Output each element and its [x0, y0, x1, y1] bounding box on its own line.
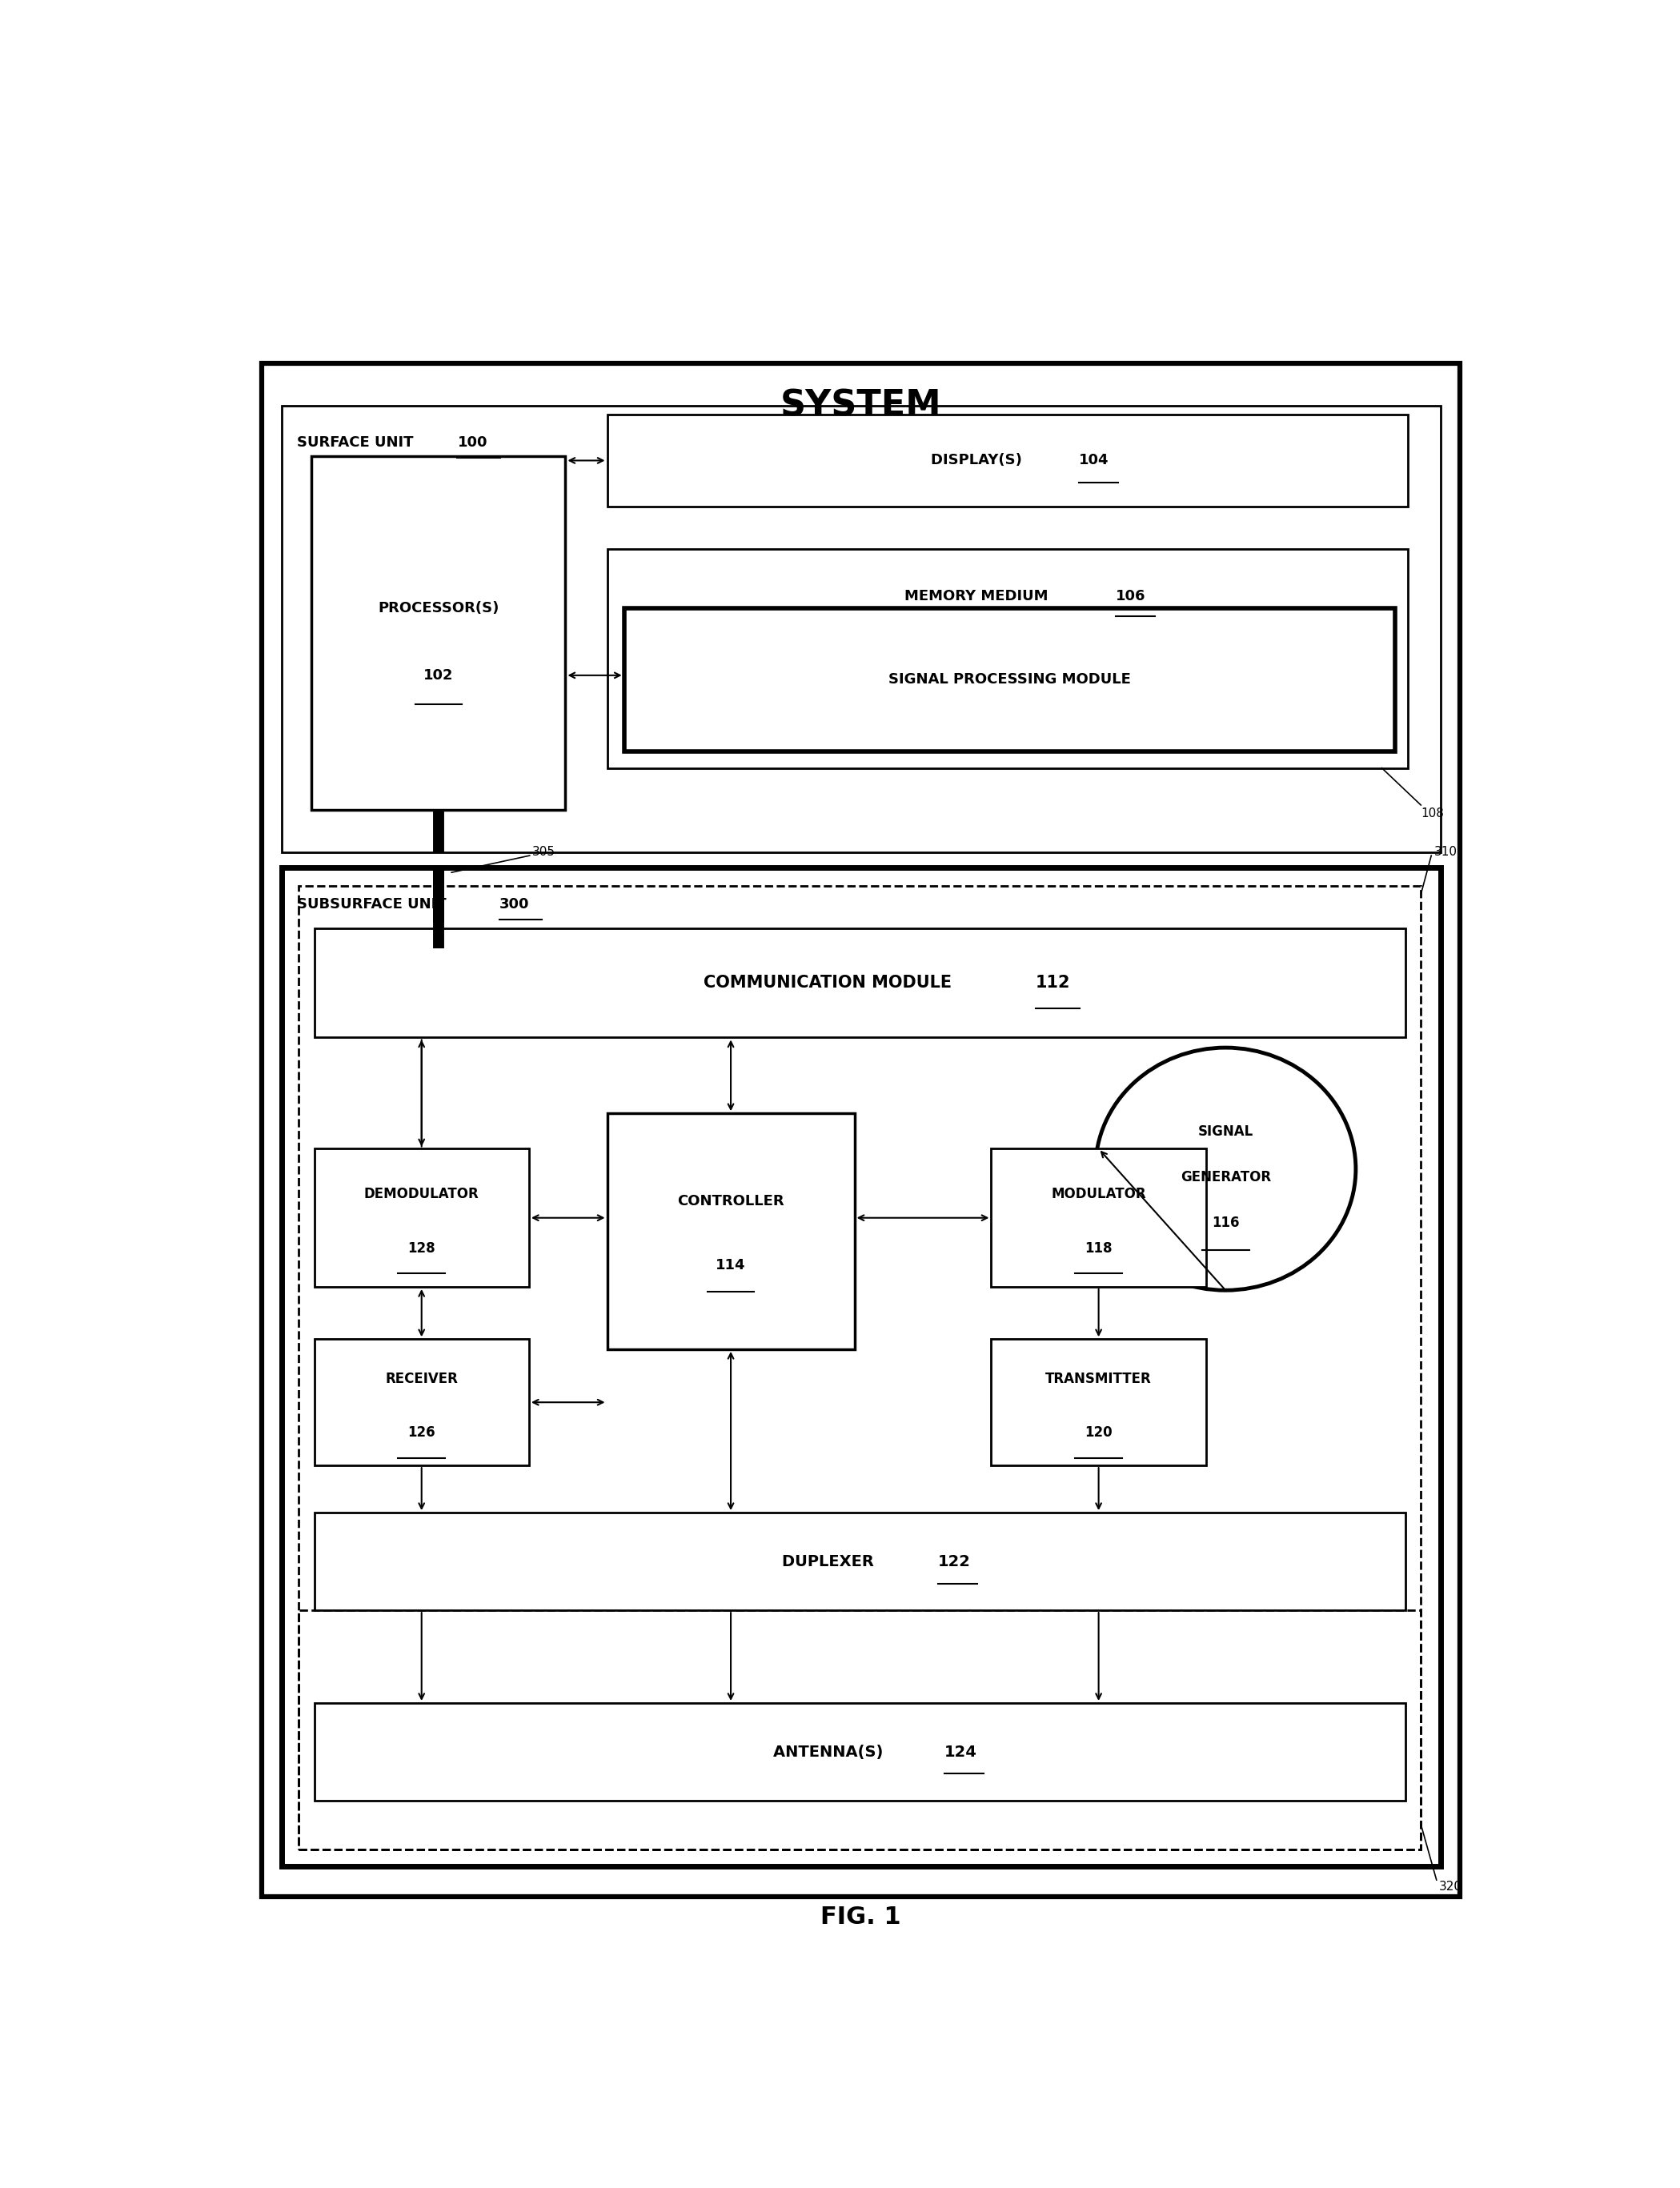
Text: SURFACE UNIT: SURFACE UNIT — [297, 435, 423, 451]
Text: 120: 120 — [1085, 1424, 1112, 1440]
Text: 122: 122 — [937, 1553, 971, 1569]
Bar — [282, 405, 1440, 851]
Text: GENERATOR: GENERATOR — [1181, 1171, 1270, 1184]
Bar — [623, 608, 1394, 750]
Text: ANTENNA(S): ANTENNA(S) — [773, 1744, 894, 1759]
Text: 118: 118 — [1085, 1241, 1112, 1256]
Bar — [606, 414, 1408, 508]
Text: 112: 112 — [1035, 976, 1070, 991]
Bar — [991, 1339, 1206, 1466]
Text: COMMUNICATION MODULE: COMMUNICATION MODULE — [704, 976, 964, 991]
Bar — [299, 886, 1421, 1849]
Text: DISPLAY(S): DISPLAY(S) — [931, 453, 1032, 468]
Text: 100: 100 — [457, 435, 487, 451]
Text: SYSTEM: SYSTEM — [780, 389, 942, 422]
Text: 124: 124 — [944, 1744, 978, 1759]
Bar — [314, 1339, 529, 1466]
Text: 320: 320 — [1440, 1882, 1462, 1893]
Text: 106: 106 — [1116, 589, 1146, 604]
Bar — [606, 549, 1408, 768]
Text: MODULATOR: MODULATOR — [1052, 1188, 1146, 1201]
Bar — [314, 1149, 529, 1287]
Text: 102: 102 — [423, 667, 454, 683]
Text: PROCESSOR(S): PROCESSOR(S) — [378, 602, 499, 615]
Text: 305: 305 — [533, 847, 556, 858]
Text: 128: 128 — [408, 1241, 435, 1256]
Text: 310: 310 — [1433, 847, 1457, 858]
Text: 126: 126 — [408, 1424, 435, 1440]
Text: TRANSMITTER: TRANSMITTER — [1045, 1372, 1152, 1385]
Bar — [311, 457, 566, 810]
Bar — [314, 1512, 1404, 1610]
Text: 300: 300 — [499, 897, 529, 912]
Text: DEMODULATOR: DEMODULATOR — [365, 1188, 479, 1201]
Text: MEMORY MEDIUM: MEMORY MEDIUM — [904, 589, 1058, 604]
Ellipse shape — [1095, 1048, 1356, 1291]
Bar — [991, 1149, 1206, 1287]
Text: CONTROLLER: CONTROLLER — [677, 1195, 785, 1208]
Text: SIGNAL PROCESSING MODULE: SIGNAL PROCESSING MODULE — [889, 672, 1131, 687]
Bar — [282, 866, 1440, 1866]
Text: FIG. 1: FIG. 1 — [822, 1906, 900, 1928]
Bar — [606, 1114, 855, 1350]
Text: SUBSURFACE UNIT: SUBSURFACE UNIT — [297, 897, 452, 912]
Text: DUPLEXER: DUPLEXER — [783, 1553, 885, 1569]
Text: 108: 108 — [1421, 807, 1445, 820]
Text: 116: 116 — [1211, 1217, 1240, 1230]
Text: 104: 104 — [1079, 453, 1109, 468]
Bar — [314, 928, 1404, 1037]
Text: 114: 114 — [716, 1258, 746, 1271]
Bar — [299, 1610, 1421, 1849]
Text: SIGNAL: SIGNAL — [1198, 1125, 1253, 1140]
Bar — [314, 1702, 1404, 1801]
Text: RECEIVER: RECEIVER — [385, 1372, 459, 1385]
